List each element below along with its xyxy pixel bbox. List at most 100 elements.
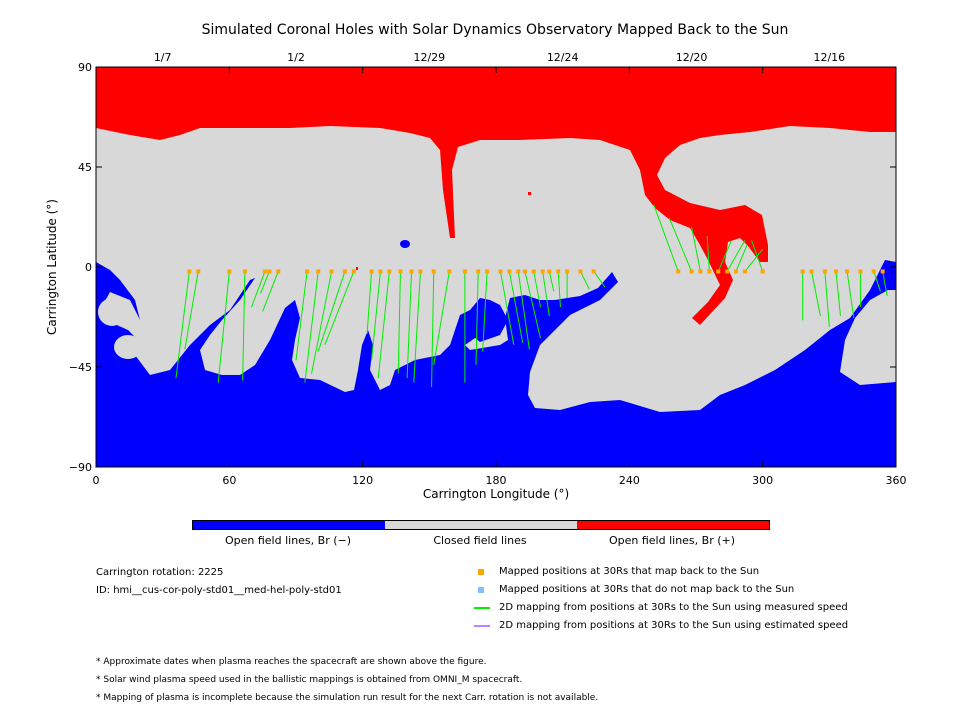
run-id: ID: hmi__cus-cor-poly-std01__med-hel-pol… bbox=[96, 585, 342, 596]
mapping-line bbox=[717, 240, 733, 272]
mapped-point bbox=[676, 269, 681, 274]
mapped-point bbox=[462, 269, 467, 274]
mapping-line bbox=[413, 271, 421, 383]
mapping-line bbox=[366, 271, 373, 334]
chart-title: Simulated Coronal Holes with Solar Dynam… bbox=[201, 22, 789, 38]
colorbar-closed-label: Closed field lines bbox=[433, 534, 527, 547]
mapped-point bbox=[880, 269, 885, 274]
top-date-label: 12/16 bbox=[813, 51, 845, 64]
mapping-line bbox=[371, 271, 381, 361]
mapping-line bbox=[691, 226, 701, 272]
colorbar-pos-label: Open field lines, Br (+) bbox=[608, 534, 736, 547]
mapped-point bbox=[507, 269, 512, 274]
mapped-point bbox=[387, 269, 392, 274]
carrington-rotation: Carrington rotation: 2225 bbox=[96, 567, 224, 578]
y-tick-label: 90 bbox=[78, 61, 92, 74]
closed-island bbox=[857, 362, 893, 382]
x-tick-label: 180 bbox=[486, 474, 507, 487]
mapping-line bbox=[433, 271, 450, 365]
top-date-label: 12/24 bbox=[547, 51, 579, 64]
mapping-line bbox=[557, 271, 561, 308]
legend-estimated-line bbox=[474, 625, 490, 627]
mapped-point bbox=[800, 269, 805, 274]
mapped-point bbox=[707, 269, 712, 274]
mapped-point bbox=[578, 269, 583, 274]
mapping-line bbox=[475, 271, 479, 365]
mapping-line bbox=[508, 271, 524, 343]
positive-open-region bbox=[96, 67, 896, 325]
mapping-line bbox=[184, 271, 199, 350]
mapping-line bbox=[882, 271, 888, 296]
mapping-line bbox=[317, 271, 346, 352]
top-date-label: 1/7 bbox=[154, 51, 172, 64]
footnote-speed: * Solar wind plasma speed used in the ba… bbox=[96, 675, 523, 685]
x-tick-label: 0 bbox=[93, 474, 100, 487]
mapped-point bbox=[398, 269, 403, 274]
mapping-line bbox=[593, 271, 606, 288]
top-date-label: 1/2 bbox=[287, 51, 305, 64]
mapping-line bbox=[824, 271, 830, 328]
mapping-lines bbox=[175, 204, 888, 388]
mapped-point bbox=[734, 269, 738, 274]
y-tick-label: 0 bbox=[85, 261, 92, 274]
mapped-point bbox=[516, 269, 521, 274]
mapped-point bbox=[591, 269, 596, 274]
closed-island bbox=[114, 335, 142, 359]
mapping-line bbox=[242, 271, 246, 381]
footnote-dates: * Approximate dates when plasma reaches … bbox=[96, 657, 487, 667]
mapped-point bbox=[698, 269, 703, 274]
x-tick-label: 300 bbox=[752, 474, 773, 487]
mapped-point bbox=[531, 269, 536, 274]
mapping-line bbox=[548, 271, 555, 292]
mapped-point bbox=[187, 269, 192, 274]
x-tick-label: 240 bbox=[619, 474, 640, 487]
mapped-points bbox=[187, 269, 885, 274]
mapped-point bbox=[316, 269, 321, 274]
mapping-line bbox=[304, 271, 319, 383]
axis-ticks: 0 60 120 180 240 300 360 90 45 0 −45 −90 1/7 1/2 12/29… bbox=[69, 51, 907, 487]
mapped-point bbox=[329, 269, 334, 274]
mapping-line bbox=[397, 271, 401, 374]
mapped-point bbox=[485, 269, 490, 274]
mapped-point bbox=[871, 269, 876, 274]
mapping-line bbox=[811, 271, 821, 316]
mapping-line bbox=[482, 271, 488, 352]
mapped-point bbox=[409, 269, 414, 274]
mapped-point bbox=[822, 269, 827, 274]
mapped-point bbox=[760, 269, 765, 274]
mapping-line bbox=[706, 235, 710, 272]
legend-unmapped-swatch bbox=[478, 587, 484, 593]
mapping-line bbox=[726, 240, 746, 272]
negative-open-region bbox=[96, 260, 896, 467]
colorbar-neg-segment bbox=[193, 521, 385, 529]
mapping-line bbox=[735, 244, 748, 272]
mapped-point bbox=[196, 269, 201, 274]
mapping-line bbox=[217, 271, 230, 383]
mapped-point bbox=[809, 269, 814, 274]
mapping-line bbox=[175, 271, 190, 379]
mapped-point bbox=[242, 269, 247, 274]
top-date-label: 12/20 bbox=[676, 51, 708, 64]
mapped-point bbox=[369, 269, 374, 274]
mapping-line bbox=[579, 271, 590, 290]
legend-unmapped-label: Mapped positions at 30Rs that do not map… bbox=[499, 584, 795, 595]
mapped-point bbox=[556, 269, 561, 274]
mapped-point bbox=[305, 269, 310, 274]
colorbar bbox=[192, 520, 770, 530]
mapped-point bbox=[540, 269, 545, 274]
mapping-line bbox=[517, 271, 530, 350]
x-tick-label: 360 bbox=[886, 474, 907, 487]
mapped-point bbox=[267, 269, 272, 274]
legend-mapped-swatch bbox=[478, 569, 484, 575]
mapped-point bbox=[716, 269, 721, 274]
mapped-point bbox=[834, 269, 838, 274]
mapping-line bbox=[835, 271, 841, 316]
mapped-point bbox=[342, 269, 347, 274]
mapped-point bbox=[725, 269, 730, 274]
mapped-point bbox=[276, 269, 281, 274]
mapping-line bbox=[311, 271, 333, 374]
mapping-line bbox=[431, 271, 435, 388]
mapping-line bbox=[259, 271, 270, 294]
negative-spot bbox=[400, 240, 410, 248]
mapping-line bbox=[406, 271, 413, 379]
